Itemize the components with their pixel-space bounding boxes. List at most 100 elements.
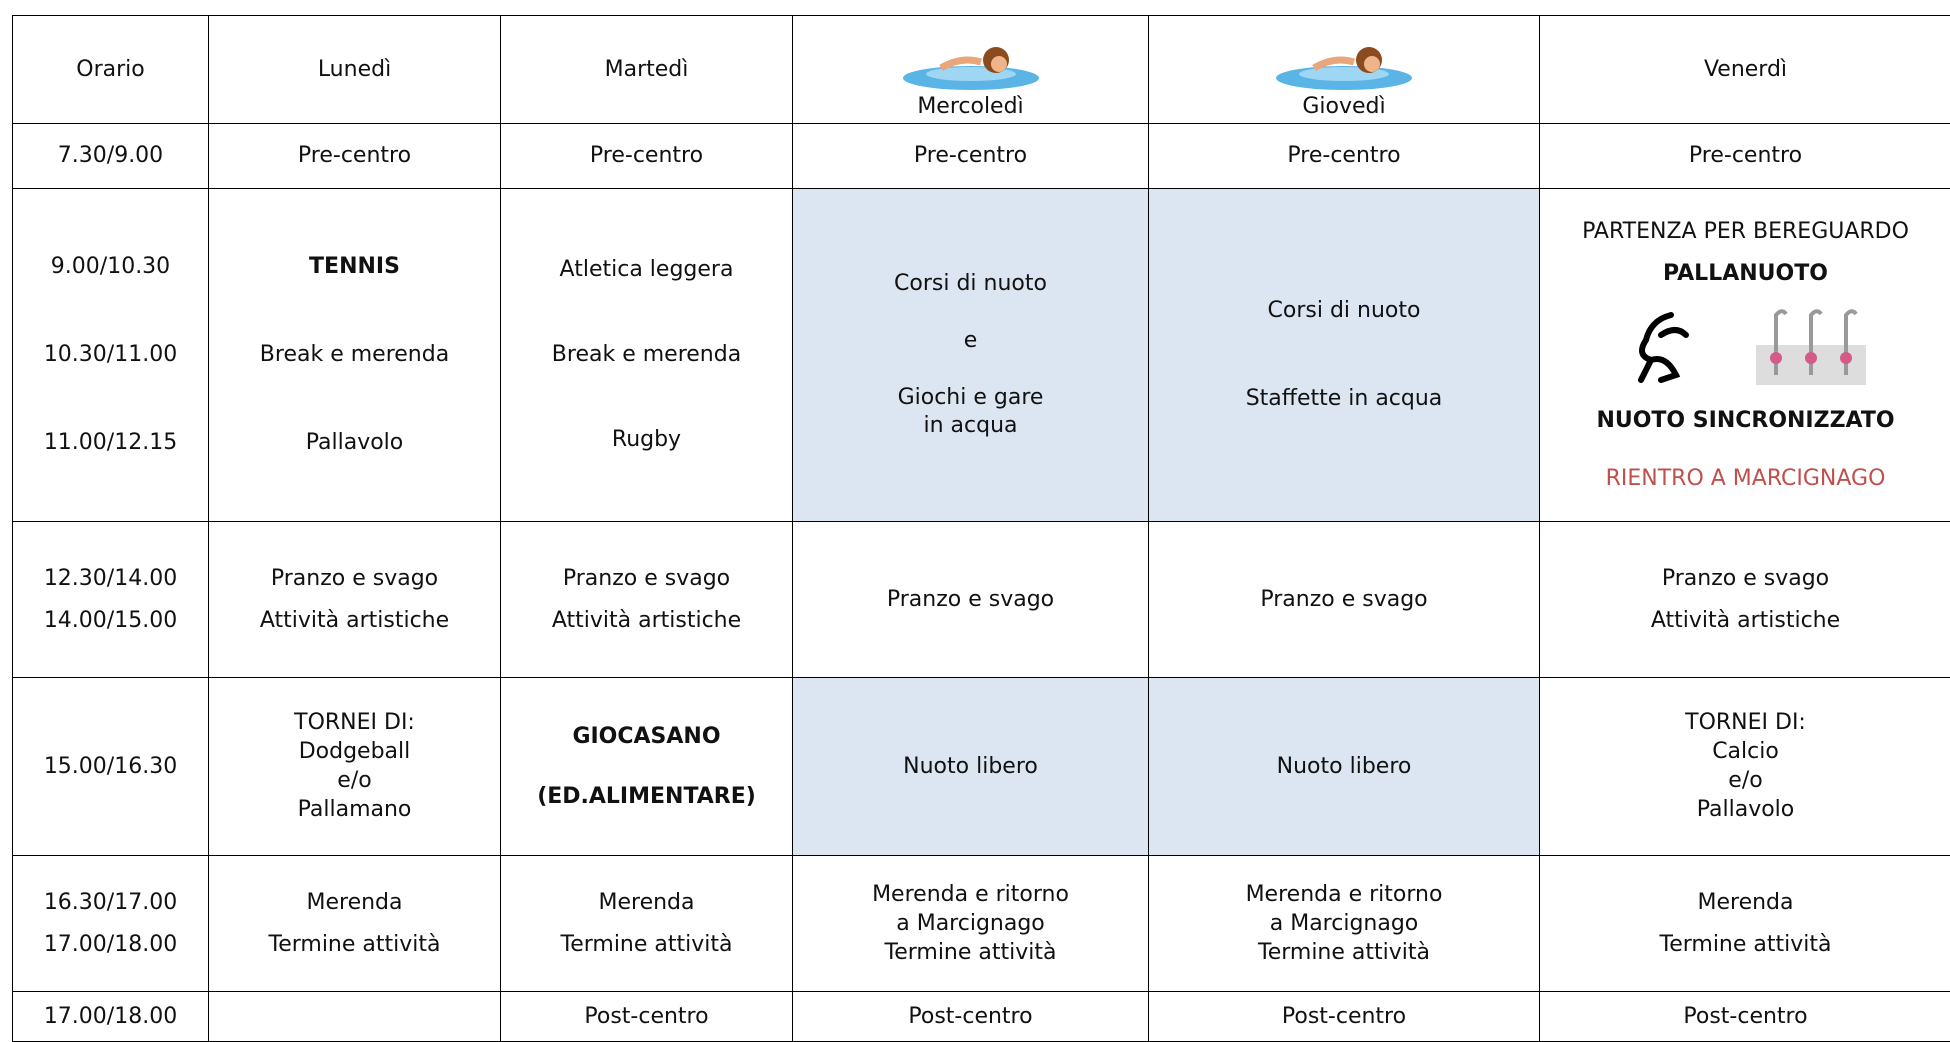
cell-text: e/o [337,768,372,793]
activity-cell: Pre-centro [793,124,1149,189]
header-cell: Giovedì [1149,15,1540,124]
time-cell: 16.30/17.00 17.00/18.00 [12,856,209,992]
cell-text: Attività artistiche [551,607,742,633]
activity-cell: Post-centro [1540,992,1950,1042]
activity-cell: Merenda e ritorno a Marcignago Termine att… [793,856,1149,992]
cell-text: Post-centro [1281,1003,1407,1029]
sport-icons [1637,308,1866,385]
cell-text: Pre-centro [1287,143,1401,168]
cell-text: Attività artistiche [259,607,450,633]
time-cell: 9.00/10.30 10.30/11.00 11.00/12.15 [12,189,209,522]
activity-cell: Pranzo e svago Attività artistiche [209,522,501,678]
cell-text: Pallavolo [1696,797,1795,822]
cell-text: (ED.ALIMENTARE) [537,783,756,809]
cell-text: e/o [1728,768,1763,793]
cell-text: 11.00/12.15 [43,430,178,455]
cell-text: Post-centro [1683,1003,1808,1029]
activity-cell: Merenda Termine attività [1540,856,1950,992]
cell-text: Termine attività [1258,939,1430,965]
cell-text: Pre-centro [913,143,1028,168]
cell-text: Giochi e gare [897,385,1044,410]
cell-text: Corsi di nuoto [894,271,1047,296]
cell-text: GIOCASANO [572,723,721,749]
cell-text: Pranzo e svago [1661,565,1830,591]
activity-cell: TORNEI DI: Dodgeball e/o Pallamano [209,678,501,856]
activity-cell: Merenda e ritorno a Marcignago Termine att… [1149,856,1540,992]
header-text: Venerdì [1703,56,1788,82]
cell-text: Staffette in acqua [1245,386,1443,411]
cell-text: in acqua [923,413,1018,438]
cell-text: PALLANUOTO [1663,260,1828,286]
cell-text: RIENTRO A MARCIGNAGO [1605,465,1886,491]
activity-cell: Merenda Termine attività [209,856,501,992]
cell-text: a Marcignago [896,910,1045,936]
swimmer-icon [1276,47,1412,90]
time-cell: 12.30/14.00 14.00/15.00 [12,522,209,678]
activity-cell: Pranzo e svago Attività artistiche [501,522,793,678]
cell-text: Pranzo e svago [562,565,731,591]
cell-text: 17.00/18.00 [43,1003,178,1029]
cell-text: 17.00/18.00 [43,931,178,957]
cell-text: Pranzo e svago [886,586,1055,612]
cell-text: Merenda e ritorno [1245,881,1443,907]
activity-cell: Pre-centro [501,124,793,189]
header-text: Lunedì [317,56,392,82]
cell-text: PARTENZA PER BEREGUARDO [1582,218,1909,244]
activity-cell [209,992,501,1042]
activity-cell: Nuoto libero [1149,678,1540,856]
time-cell: 15.00/16.30 [12,678,209,856]
cell-text: Pre-centro [297,143,412,168]
header-cell: Lunedì [209,15,501,124]
cell-text: Pre-centro [589,143,704,168]
activity-cell: Nuoto libero [793,678,1149,856]
cell-text: NUOTO SINCRONIZZATO [1596,407,1895,433]
header-cell: Venerdì [1540,15,1950,124]
header-text: Orario [76,56,145,82]
cell-text: 14.00/15.00 [43,607,178,633]
time-cell: 7.30/9.00 [12,124,209,189]
cell-text: Break e merenda [259,342,450,367]
cell-text: Corsi di nuoto [1267,298,1421,323]
header-text: Mercoledì [917,94,1024,119]
activity-cell: Corsi di nuoto Staffette in acqua [1149,189,1540,522]
activity-cell: Pranzo e svago [793,522,1149,678]
activity-cell: GIOCASANO (ED.ALIMENTARE) [501,678,793,856]
cell-text: e [963,328,978,353]
cell-text: Atletica leggera [559,257,734,282]
cell-text: Nuoto libero [903,753,1038,779]
cell-text: Pallavolo [305,430,404,455]
cell-text: 10.30/11.00 [43,342,178,367]
cell-text: 9.00/10.30 [50,254,171,279]
header-cell: Orario [12,15,209,124]
cell-text: Rugby [611,427,682,452]
activity-cell: Pranzo e svago Attività artistiche [1540,522,1950,678]
header-text: Martedì [604,56,689,82]
header-text: Giovedì [1302,94,1386,119]
activity-cell: Merenda Termine attività [501,856,793,992]
cell-text: Break e merenda [551,342,742,367]
activity-cell: TENNIS Break e merenda Pallavolo [209,189,501,522]
cell-text: Termine attività [1659,931,1832,957]
activity-cell: PARTENZA PER BEREGUARDO PALLANUOTO NUOTO S… [1540,189,1950,522]
header-cell: Mercoledì [793,15,1149,124]
cell-text: Merenda [1697,889,1794,915]
cell-text: Pranzo e svago [270,565,439,591]
cell-text: Attività artistiche [1650,607,1841,633]
activity-cell: Pranzo e svago [1149,522,1540,678]
header-cell: Martedì [501,15,793,124]
cell-text: Termine attività [560,931,733,957]
time-cell: 17.00/18.00 [12,992,209,1042]
cell-text: TENNIS [309,254,400,279]
cell-text: a Marcignago [1269,910,1419,936]
activity-cell: Pre-centro [1149,124,1540,189]
cell-text: Termine attività [884,939,1057,965]
cell-text: Pre-centro [1688,143,1803,168]
cell-text: Post-centro [584,1003,709,1029]
cell-text: Termine attività [268,931,441,957]
cell-text: Merenda [306,889,403,915]
cell-text: 12.30/14.00 [43,565,178,591]
activity-cell: Post-centro [1149,992,1540,1042]
cell-text: TORNEI DI: [1685,710,1806,735]
activity-cell: Post-centro [793,992,1149,1042]
